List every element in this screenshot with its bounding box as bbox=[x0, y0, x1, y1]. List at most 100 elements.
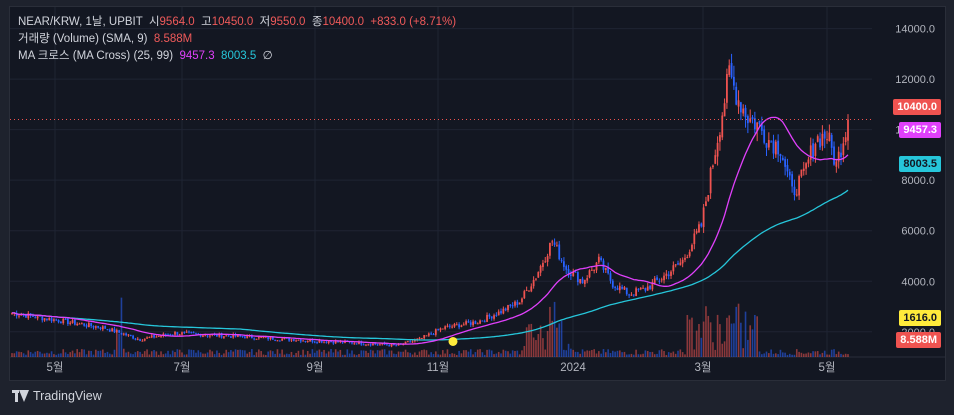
candle-body bbox=[791, 174, 794, 187]
volume-bar bbox=[407, 352, 409, 357]
volume-bar bbox=[607, 349, 609, 357]
candle-body bbox=[546, 256, 549, 262]
volume-bar bbox=[625, 354, 628, 357]
candle-body bbox=[572, 271, 575, 276]
volume-bar bbox=[823, 350, 826, 357]
volume-bar bbox=[567, 343, 570, 357]
legend-ma-extra: ∅ bbox=[262, 50, 273, 62]
volume-bar bbox=[127, 351, 130, 357]
candle-body bbox=[360, 341, 363, 345]
volume-bar bbox=[386, 354, 388, 357]
volume-bar bbox=[43, 353, 46, 357]
candle-body bbox=[448, 325, 451, 327]
candle-body bbox=[425, 335, 428, 337]
candle-body bbox=[339, 341, 342, 343]
volume-bar bbox=[381, 349, 384, 357]
volume-bar bbox=[155, 351, 158, 357]
volume-bar bbox=[649, 352, 651, 357]
candle-body bbox=[132, 335, 134, 339]
volume-bar bbox=[188, 349, 190, 357]
volume-bar bbox=[684, 354, 686, 357]
volume-bar bbox=[632, 354, 635, 357]
volume-bar bbox=[246, 353, 248, 357]
candle-body bbox=[551, 241, 554, 243]
candle-body bbox=[129, 334, 132, 336]
candle-body bbox=[295, 340, 298, 342]
volume-bar bbox=[451, 353, 453, 357]
candle-body bbox=[688, 252, 691, 257]
cross-price-label: 1616.0 bbox=[899, 310, 941, 326]
candle-body bbox=[481, 320, 484, 322]
candle-body bbox=[653, 278, 656, 283]
volume-bar bbox=[444, 353, 446, 357]
candle-body bbox=[146, 337, 148, 339]
candle-body bbox=[118, 330, 121, 333]
candle-body bbox=[206, 335, 209, 337]
candle-body bbox=[539, 265, 542, 273]
volume-price-label: 8.588M bbox=[896, 332, 941, 348]
candle-body bbox=[765, 143, 768, 148]
volume-bar bbox=[439, 354, 442, 357]
candle-body bbox=[106, 329, 109, 331]
candle-body bbox=[819, 138, 821, 148]
candle-body bbox=[136, 338, 139, 340]
candle-body bbox=[702, 207, 705, 228]
candle-body bbox=[469, 322, 472, 325]
candle-body bbox=[637, 288, 640, 291]
volume-bar bbox=[416, 354, 418, 357]
candle-body bbox=[609, 273, 612, 281]
volume-bar bbox=[20, 352, 23, 357]
volume-bar bbox=[302, 349, 304, 357]
volume-bar bbox=[13, 353, 16, 357]
candle-body bbox=[306, 341, 309, 343]
legend-open-label: 시 bbox=[148, 16, 160, 28]
candle-body bbox=[490, 316, 493, 319]
candle-body bbox=[670, 271, 672, 276]
candle-body bbox=[446, 325, 449, 327]
candle-body bbox=[700, 223, 703, 227]
volume-bar bbox=[99, 350, 102, 357]
candle-body bbox=[57, 320, 60, 323]
volume-bar bbox=[199, 352, 202, 357]
volume-bar bbox=[833, 349, 835, 357]
candle-body bbox=[204, 335, 207, 337]
volume-bar bbox=[788, 353, 791, 357]
volume-bar bbox=[523, 345, 526, 357]
candle-body bbox=[122, 333, 125, 335]
candle-body bbox=[427, 333, 430, 336]
candle-body bbox=[646, 286, 649, 291]
volume-bar bbox=[97, 350, 99, 357]
volume-bar bbox=[251, 349, 253, 357]
volume-bar bbox=[309, 353, 311, 357]
volume-bar bbox=[239, 349, 242, 357]
candle-body bbox=[227, 335, 230, 337]
candle-body bbox=[453, 323, 456, 327]
volume-bar bbox=[25, 354, 27, 357]
volume-bar bbox=[612, 350, 614, 357]
volume-bar bbox=[812, 351, 814, 357]
volume-bar bbox=[81, 349, 83, 357]
candle-body bbox=[660, 279, 663, 281]
volume-bar bbox=[234, 349, 237, 357]
volume-bar bbox=[339, 349, 342, 357]
volume-bar bbox=[646, 351, 649, 357]
volume-bar bbox=[337, 351, 339, 357]
candle-body bbox=[749, 118, 752, 122]
candle-body bbox=[521, 298, 523, 303]
volume-bar bbox=[111, 354, 113, 357]
candle-body bbox=[763, 129, 766, 143]
candle-body bbox=[809, 145, 812, 160]
candle-body bbox=[362, 344, 365, 346]
footer-branding[interactable]: TradingView bbox=[12, 389, 102, 403]
candle-body bbox=[388, 345, 391, 347]
candle-body bbox=[292, 339, 295, 342]
ma-fast-price-label: 9457.3 bbox=[899, 122, 941, 138]
candle-body bbox=[618, 286, 621, 291]
candle-body bbox=[260, 336, 263, 338]
candle-body bbox=[104, 326, 107, 329]
volume-bar bbox=[27, 350, 30, 357]
volume-bar bbox=[348, 353, 351, 357]
volume-bar bbox=[467, 351, 470, 357]
volume-bar bbox=[76, 349, 79, 357]
volume-bar bbox=[786, 354, 789, 357]
